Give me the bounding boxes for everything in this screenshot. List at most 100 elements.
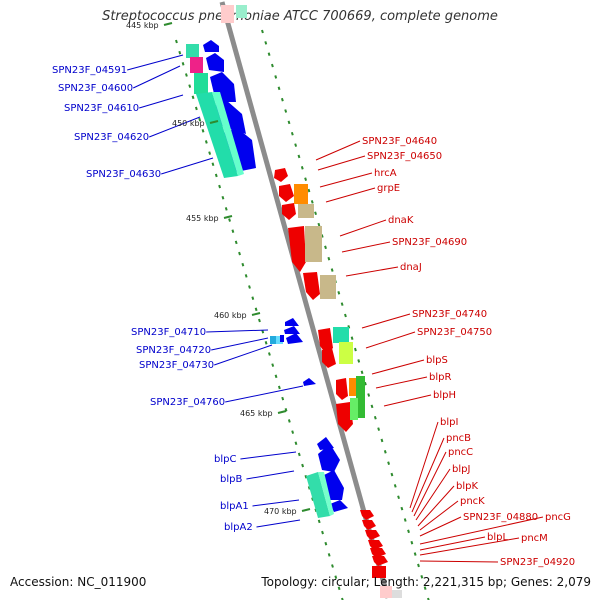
gene-label[interactable]: dnaK [388, 215, 414, 226]
gene-label[interactable]: hrcA [374, 168, 397, 179]
gene-band[interactable] [318, 472, 334, 516]
gene-box[interactable] [356, 376, 365, 418]
gene-box[interactable] [333, 327, 349, 343]
gene-label[interactable]: SPN23F_04600 [58, 83, 133, 94]
gene-label[interactable]: SPN23F_04630 [86, 169, 161, 180]
gene-label[interactable]: blpR [429, 372, 451, 383]
gene-box[interactable] [276, 336, 283, 344]
gene-box[interactable] [372, 566, 386, 578]
label-leader [371, 359, 425, 375]
gene-label[interactable]: blpA1 [220, 501, 249, 512]
gene-box[interactable] [221, 5, 234, 23]
track-tick [400, 506, 404, 511]
track-tick [407, 529, 410, 534]
gene-label[interactable]: SPN23F_04880 [463, 512, 538, 523]
gene-box[interactable] [349, 378, 356, 396]
gene-box[interactable] [194, 73, 208, 94]
gene-arrow[interactable] [365, 530, 380, 540]
gene-label[interactable]: SPN23F_04690 [392, 237, 467, 248]
ruler-label: 445 kbp [126, 21, 159, 30]
gene-band[interactable] [306, 472, 330, 518]
track-tick [201, 128, 205, 133]
gene-arrow[interactable] [282, 203, 296, 220]
gene-arrow[interactable] [362, 520, 376, 530]
gene-label[interactable]: SPN23F_04750 [417, 327, 492, 338]
gene-arrow[interactable] [360, 510, 374, 520]
gene-arrow[interactable] [303, 272, 320, 300]
gene-label[interactable]: SPN23F_04730 [139, 360, 214, 371]
gene-box[interactable] [280, 335, 284, 342]
gene-label[interactable]: SPN23F_04710 [131, 327, 206, 338]
gene-arrow[interactable] [288, 226, 306, 272]
gene-label[interactable]: SPN23F_04610 [64, 103, 139, 114]
track-tick [297, 452, 301, 457]
gene-label[interactable]: blpS [426, 355, 448, 366]
gene-box[interactable] [392, 590, 402, 598]
gene-box[interactable] [270, 336, 277, 344]
gene-label[interactable]: SPN23F_04620 [74, 132, 149, 143]
gene-label[interactable]: blpH [433, 390, 456, 401]
gene-label[interactable]: pncK [460, 496, 485, 507]
gene-arrow[interactable] [370, 548, 386, 558]
track-tick [208, 151, 212, 155]
gene-arrow[interactable] [303, 378, 316, 386]
gene-label[interactable]: blpA2 [224, 522, 253, 533]
track-tick [261, 29, 264, 34]
gene-arrow[interactable] [284, 326, 300, 334]
gene-label[interactable]: blpB [220, 474, 242, 485]
track-tick [300, 166, 304, 170]
gene-arrow[interactable] [372, 556, 388, 566]
track-tick [241, 262, 245, 267]
gene-label[interactable]: SPN23F_04640 [362, 136, 437, 147]
gene-box[interactable] [320, 275, 336, 299]
gene-arrow[interactable] [206, 53, 224, 72]
gene-label[interactable]: SPN23F_04650 [367, 151, 442, 162]
gene-arrow[interactable] [203, 40, 219, 52]
gene-label[interactable]: SPN23F_04760 [150, 397, 225, 408]
gene-arrow[interactable] [368, 540, 383, 550]
gene-label[interactable]: SPN23F_04591 [52, 65, 127, 76]
accession-text: Accession: NC_011900 [10, 575, 147, 589]
label-leader [419, 500, 459, 531]
gene-arrow[interactable] [285, 318, 299, 326]
gene-box[interactable] [294, 184, 308, 204]
gene-arrow[interactable] [274, 168, 288, 182]
track-tick [344, 313, 347, 318]
track-tick [337, 586, 341, 591]
gene-label[interactable]: pncC [448, 447, 473, 458]
gene-box[interactable] [186, 44, 199, 58]
gene-label[interactable]: blpJ [452, 464, 470, 475]
gene-label[interactable]: SPN23F_04920 [500, 557, 575, 568]
gene-arrow[interactable] [330, 500, 348, 512]
gene-arrow[interactable] [322, 348, 336, 368]
track-tick [327, 256, 331, 261]
gene-label[interactable]: grpE [377, 183, 400, 194]
gene-box[interactable] [236, 5, 247, 18]
gene-label[interactable]: blpL [487, 532, 508, 543]
gene-label[interactable]: SPN23F_04740 [412, 309, 487, 320]
gene-box[interactable] [305, 226, 322, 262]
gene-label[interactable]: blpC [214, 454, 236, 465]
gene-box[interactable] [298, 204, 314, 218]
gene-label[interactable]: SPN23F_04720 [136, 345, 211, 356]
gene-label[interactable]: pncM [521, 533, 548, 544]
gene-label[interactable]: dnaJ [400, 262, 422, 273]
track-tick [214, 173, 218, 178]
gene-band[interactable] [196, 92, 238, 178]
gene-box[interactable] [350, 398, 358, 420]
gene-arrow[interactable] [336, 402, 353, 432]
ruler-tick [163, 22, 173, 26]
gene-box[interactable] [190, 57, 203, 73]
gene-arrow[interactable] [318, 444, 340, 472]
gene-arrow[interactable] [318, 328, 333, 354]
gene-label[interactable]: blpK [456, 481, 478, 492]
gene-box[interactable] [380, 586, 392, 598]
gene-band[interactable] [212, 92, 244, 176]
gene-label[interactable]: pncB [446, 433, 471, 444]
gene-box[interactable] [339, 342, 353, 364]
gene-label[interactable]: blpI [440, 417, 458, 428]
gene-label[interactable]: pncG [545, 512, 571, 523]
gene-arrow[interactable] [279, 184, 294, 202]
gene-arrow[interactable] [336, 378, 348, 400]
gene-arrow[interactable] [286, 333, 303, 344]
